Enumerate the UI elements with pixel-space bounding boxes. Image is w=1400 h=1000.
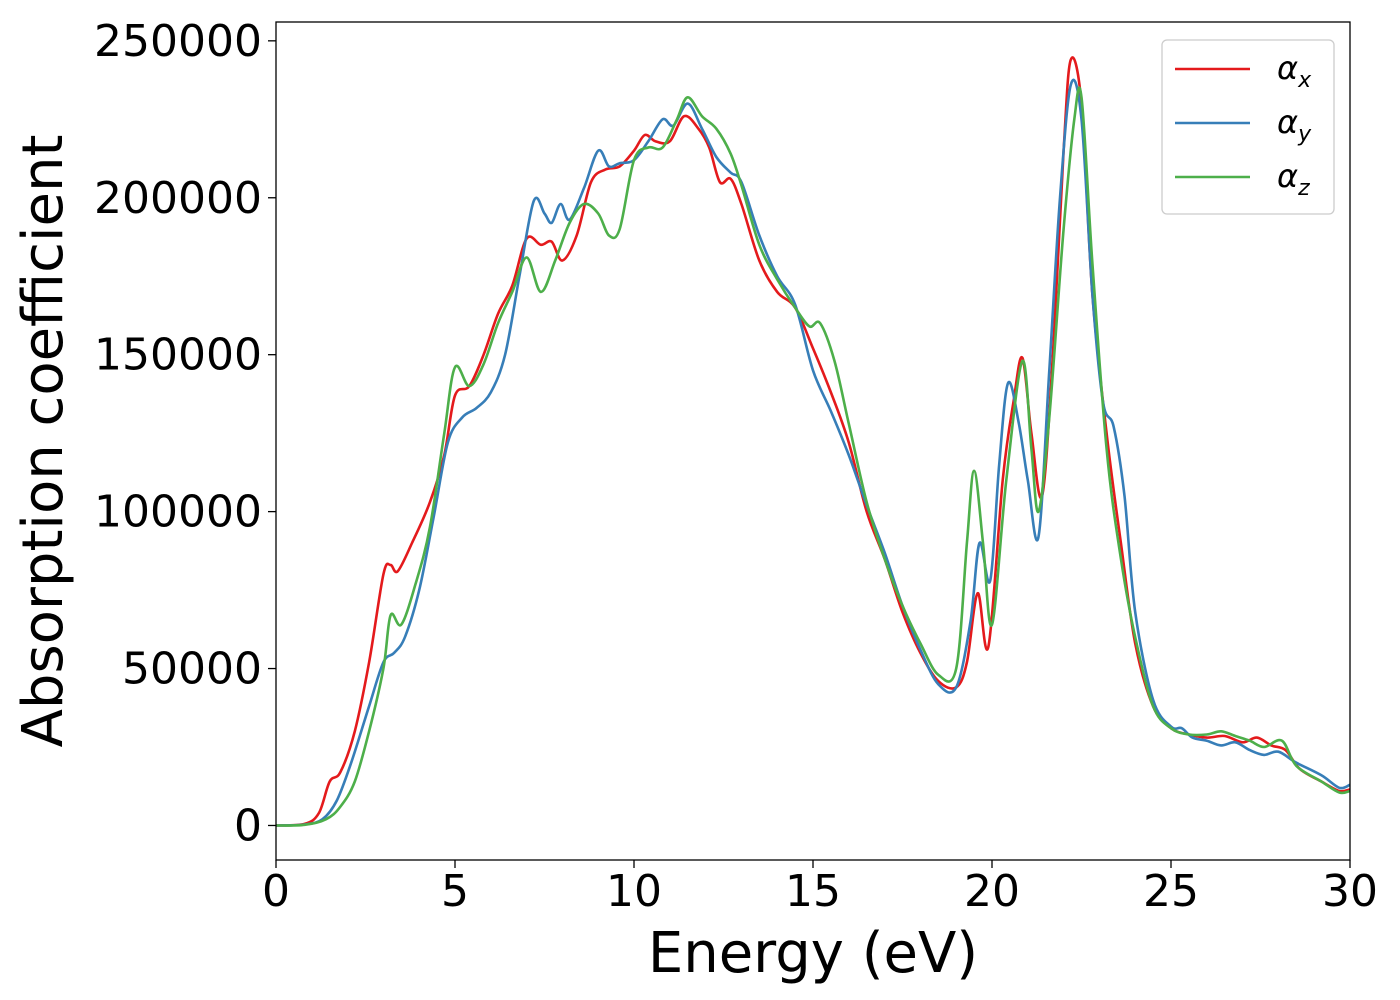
- legend-symbol: α: [1277, 103, 1298, 141]
- series-line-y: [275, 78, 1351, 827]
- y-tick-label: 150000: [94, 330, 262, 381]
- legend-label-z: αz: [1277, 157, 1310, 201]
- x-tick-label: 15: [785, 866, 841, 917]
- x-axis-label: Energy (eV): [648, 921, 978, 986]
- x-tick-label: 10: [606, 866, 662, 917]
- y-tick-label: 0: [234, 800, 262, 851]
- x-tick-label: 0: [262, 866, 290, 917]
- x-tick-label: 20: [964, 866, 1020, 917]
- x-ticks: 0 5 10 15 20 25 30: [262, 860, 1378, 917]
- legend-subscript: y: [1297, 122, 1312, 147]
- legend-symbol: α: [1277, 157, 1298, 195]
- legend-subscript: x: [1297, 68, 1312, 93]
- x-tick-label: 25: [1143, 866, 1199, 917]
- x-tick-label: 30: [1322, 866, 1378, 917]
- y-tick-label: 200000: [94, 173, 262, 224]
- y-tick-label: 100000: [94, 487, 262, 538]
- legend-symbol: α: [1277, 49, 1298, 87]
- x-tick-label: 5: [441, 866, 469, 917]
- legend-box: [1161, 39, 1335, 215]
- y-ticks: 0 50000 100000 150000 200000 250000: [94, 16, 276, 851]
- y-tick-label: 50000: [122, 644, 262, 695]
- legend-subscript: z: [1297, 176, 1310, 201]
- legend-label-x: αx: [1277, 49, 1312, 93]
- legend-label-y: αy: [1277, 103, 1312, 147]
- y-tick-label: 250000: [94, 16, 262, 67]
- y-axis-label: Absorption coefficient: [11, 135, 76, 748]
- series-layer: [275, 56, 1351, 827]
- series-line-z: [275, 86, 1351, 827]
